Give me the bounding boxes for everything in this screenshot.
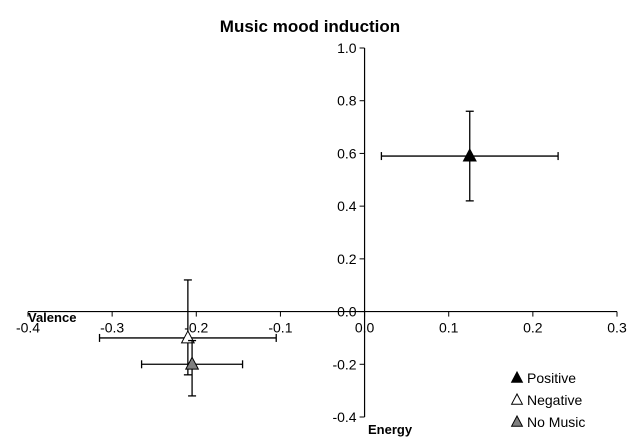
series-layer (98, 110, 559, 397)
series-no-music (140, 339, 244, 397)
x-tick-label: 0.3 (607, 320, 627, 336)
y-tick-label: 0.6 (337, 145, 357, 161)
y-axis-label: Energy (368, 422, 413, 437)
legend-marker-negative (510, 392, 524, 405)
data-point-negative (180, 329, 196, 344)
x-tick-label: -0.1 (268, 320, 292, 336)
x-tick-label: 0.2 (523, 320, 543, 336)
y-tick-label: -0.2 (332, 356, 356, 372)
x-axis-label: Valence (28, 310, 76, 325)
y-tick-label: -0.4 (332, 409, 356, 425)
x-tick-label: -0.3 (100, 320, 124, 336)
y-tick-label: 0.4 (337, 198, 357, 214)
legend-label-no-music: No Music (527, 414, 585, 430)
y-axis-ticks: -0.4 -0.2 0.0 0.2 0.4 0.6 0.8 1.0 (332, 40, 365, 425)
legend: Positive Negative No Music (510, 370, 585, 430)
data-point-no-music (184, 356, 200, 370)
x-tick-label: -0.2 (184, 320, 208, 336)
x-tick-label: -0.4 (16, 320, 40, 336)
x-tick-label: 0.1 (439, 320, 459, 336)
data-point-positive (462, 147, 477, 162)
legend-label-positive: Positive (527, 370, 576, 386)
legend-marker-no-music (510, 414, 524, 427)
y-tick-label: 0.8 (337, 93, 357, 109)
series-negative (98, 279, 277, 376)
y-tick-label: 0.2 (337, 251, 357, 267)
chart-title: Music mood induction (220, 17, 400, 36)
legend-label-negative: Negative (527, 392, 582, 408)
x-axis-ticks: -0.4 -0.3 -0.2 -0.1 0.0 0.1 0.2 0.3 (16, 311, 627, 336)
y-tick-label: 1.0 (337, 40, 357, 56)
x-tick-label: 0.0 (355, 320, 375, 336)
y-tick-label: 0.0 (337, 304, 357, 320)
series-positive (380, 110, 559, 202)
legend-marker-positive (510, 370, 524, 383)
